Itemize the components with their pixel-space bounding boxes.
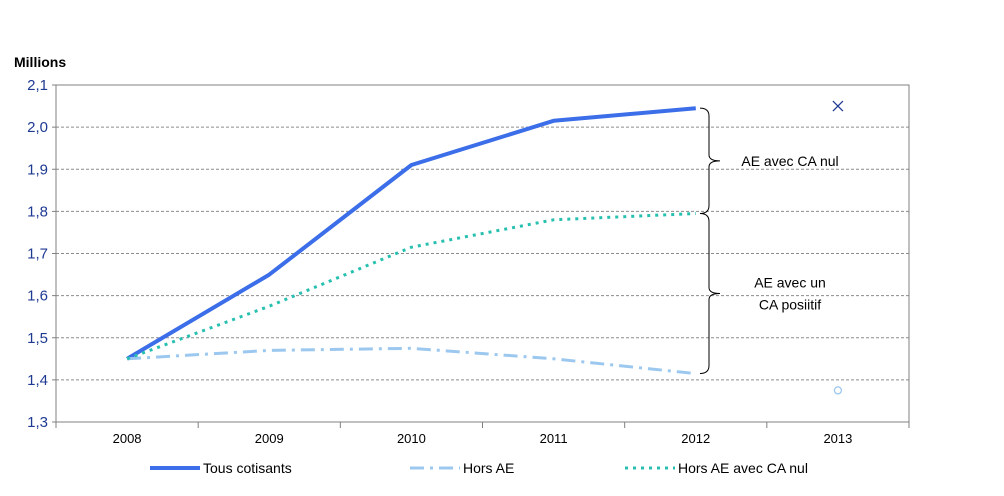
- x-tick-label: 2009: [255, 431, 284, 446]
- y-tick-label: 1,9: [27, 161, 48, 178]
- x-axis: 2008 2009 2010 2011 2012 2013: [55, 422, 910, 446]
- x-tick-label: 2013: [823, 431, 852, 446]
- y-tick-label: 1,5: [27, 330, 48, 347]
- annotation-label: CA posiitif: [759, 297, 821, 313]
- annotation-label: AE avec un: [754, 275, 826, 291]
- legend-label: Hors AE: [463, 460, 514, 476]
- brace-annotations: AE avec CA nul AE avec un CA posiitif: [699, 107, 839, 375]
- y-unit-label: Millions: [14, 54, 66, 70]
- y-tick-label: 2,1: [27, 77, 48, 94]
- x-tick-label: 2011: [540, 431, 568, 446]
- y-tick-label: 1,4: [27, 372, 48, 389]
- series-line-hors-ae-avec-ca-nul: [126, 212, 696, 361]
- annotation-label: AE avec CA nul: [741, 153, 838, 169]
- points-2013: [832, 100, 844, 395]
- legend-label: Hors AE avec CA nul: [678, 460, 808, 476]
- x-tick-label: 2008: [113, 431, 142, 446]
- y-tick-label: 2,0: [27, 119, 48, 136]
- y-axis-ticks: 1,3 1,4 1,5 1,6 1,7 1,8 1,9 2,0 2,1: [27, 77, 56, 431]
- y-tick-label: 1,3: [27, 414, 48, 431]
- series-lines: [126, 106, 696, 376]
- y-tick-label: 1,7: [27, 246, 48, 263]
- brace: [699, 212, 721, 375]
- brace: [699, 107, 721, 214]
- series-line-hors-ae: [127, 346, 696, 376]
- y-tick-label: 1,6: [27, 288, 48, 305]
- plot-area-border: [55, 84, 910, 423]
- series-line-tous-cotisants: [126, 106, 696, 361]
- point-marker-circle: [833, 386, 843, 395]
- point-marker-x: [832, 100, 844, 112]
- legend-label: Tous cotisants: [203, 460, 292, 476]
- legend: Tous cotisants Hors AE Hors AE avec CA nul: [150, 460, 808, 476]
- x-tick-label: 2010: [397, 431, 426, 446]
- y-tick-label: 1,8: [27, 203, 48, 220]
- gridlines: [56, 126, 909, 381]
- x-tick-label: 2012: [681, 431, 710, 446]
